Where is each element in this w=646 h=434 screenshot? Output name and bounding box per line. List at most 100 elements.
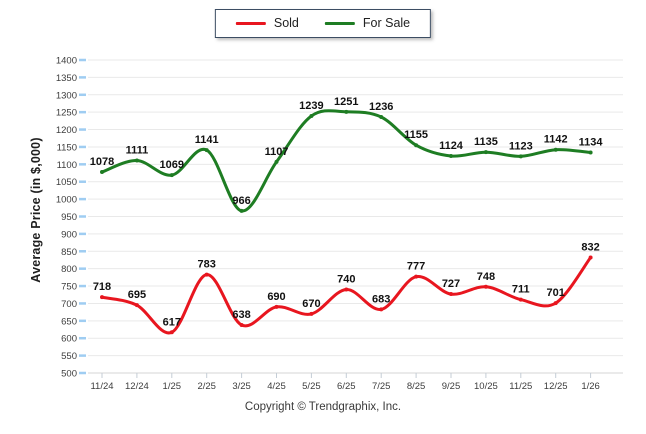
data-point-marker: [379, 115, 384, 120]
data-point-label: 1069: [160, 159, 184, 171]
data-point-marker: [518, 297, 523, 302]
data-point-label: 1111: [126, 145, 149, 157]
x-tick-label: 11/25: [509, 381, 532, 392]
y-tick-label: 1250: [56, 108, 77, 119]
y-axis-ticks: [79, 58, 86, 375]
data-point-marker: [344, 287, 349, 292]
legend-label-for-sale: For Sale: [362, 16, 411, 30]
data-point-marker: [518, 154, 523, 159]
data-point-label: 718: [93, 281, 111, 293]
data-point-marker: [169, 173, 174, 178]
data-point-marker: [588, 150, 593, 155]
y-tick-label: 1000: [56, 195, 77, 206]
y-tick-label: 1400: [56, 56, 77, 67]
x-tick-label: 9/25: [442, 381, 461, 392]
y-tick-label: 1100: [57, 160, 77, 171]
data-point-label: 727: [442, 278, 460, 290]
data-point-marker: [100, 169, 104, 174]
data-point-marker: [169, 330, 174, 335]
y-tick-label: 500: [61, 369, 77, 380]
data-point-label: 701: [547, 287, 565, 299]
data-point-marker: [449, 292, 453, 297]
data-point-marker: [553, 301, 558, 306]
data-point-label: 1123: [509, 140, 533, 152]
data-point-marker: [204, 272, 209, 277]
y-tick-label: 850: [61, 247, 77, 258]
data-point-marker: [134, 303, 139, 308]
data-point-marker: [239, 323, 244, 328]
legend-item-sold: Sold: [235, 16, 299, 30]
chart-legend: Sold For Sale: [214, 9, 432, 38]
x-tick-label: 1/25: [163, 381, 182, 392]
y-tick-label: 1150: [57, 142, 77, 153]
data-point-label: 711: [512, 284, 530, 296]
data-point-marker: [414, 143, 419, 148]
series-for-sale: [100, 109, 593, 213]
x-tick-label: 4/25: [267, 381, 286, 392]
data-point-marker: [239, 208, 244, 213]
data-point-marker: [274, 159, 279, 164]
data-point-label: 783: [198, 259, 216, 271]
y-tick-label: 1300: [56, 90, 77, 101]
x-tick-label: 12/24: [125, 381, 149, 392]
data-point-marker: [309, 311, 314, 316]
data-point-marker: [414, 274, 419, 279]
x-tick-label: 7/25: [372, 381, 391, 392]
y-tick-label: 1200: [56, 125, 77, 136]
data-point-label: 777: [407, 261, 425, 273]
labels-for-sale: 1078 1111 1069 1141 966 1107 1239 1251 1236 1155 1…: [90, 96, 604, 207]
sold-line-swatch: [235, 21, 266, 25]
data-point-label: 1078: [90, 156, 114, 168]
data-point-label: 832: [581, 242, 599, 254]
data-point-label: 1251: [334, 96, 358, 108]
y-tick-label: 800: [61, 264, 77, 275]
x-tick-label: 12/25: [544, 381, 568, 392]
data-point-label: 690: [267, 291, 285, 303]
data-point-marker: [309, 113, 314, 118]
x-tick-label: 8/25: [407, 381, 426, 392]
labels-sold: 718 695 617 783 638 690 670 740 683 777 727 748 711 7…: [93, 242, 600, 329]
x-tick-label: 11/24: [90, 381, 113, 392]
x-axis-tick-labels: 11/24 12/24 1/25 2/25 3/25 4/25 5/25 6/25 7/25 8/…: [90, 381, 599, 392]
data-point-marker: [553, 147, 558, 152]
data-point-label: 966: [232, 195, 250, 207]
for-sale-line-swatch: [324, 21, 355, 25]
data-point-label: 1141: [195, 134, 219, 146]
y-tick-label: 600: [61, 334, 77, 345]
x-tick-label: 5/25: [302, 381, 321, 392]
data-point-label: 1155: [404, 129, 428, 141]
data-point-label: 638: [232, 309, 250, 321]
x-tick-label: 6/25: [337, 381, 356, 392]
data-point-label: 683: [372, 293, 390, 305]
data-point-label: 695: [128, 289, 146, 301]
y-tick-label: 700: [61, 299, 77, 310]
y-tick-label: 1350: [56, 73, 77, 84]
data-point-marker: [449, 153, 453, 158]
data-point-marker: [274, 304, 279, 309]
data-point-label: 1134: [579, 137, 604, 149]
data-point-marker: [100, 295, 104, 300]
y-tick-label: 750: [61, 282, 77, 293]
data-point-label: 670: [302, 298, 320, 310]
data-point-marker: [588, 255, 593, 260]
data-point-label: 1239: [299, 100, 323, 112]
data-point-label: 1236: [369, 101, 393, 113]
y-tick-label: 1050: [56, 177, 77, 188]
data-point-label: 1135: [474, 136, 498, 148]
y-axis-title: Average Price (in $,000): [29, 137, 43, 283]
data-point-label: 740: [337, 274, 355, 286]
series-sold: [100, 255, 593, 335]
x-tick-label: 10/25: [474, 381, 498, 392]
data-point-label: 617: [163, 316, 181, 328]
data-point-marker: [344, 109, 349, 114]
legend-item-for-sale: For Sale: [324, 16, 411, 30]
y-tick-label: 950: [61, 212, 77, 223]
data-point-marker: [379, 307, 384, 312]
legend-label-sold: Sold: [273, 16, 299, 30]
x-axis-ticks: [101, 373, 592, 378]
data-point-marker: [134, 158, 139, 163]
data-point-label: 1142: [544, 134, 568, 146]
data-point-marker: [483, 284, 488, 289]
